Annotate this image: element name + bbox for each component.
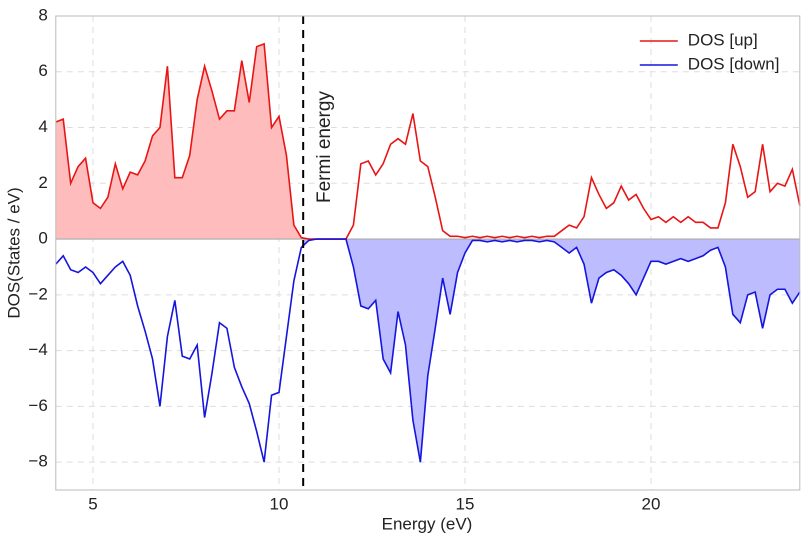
x-tick-label: 5 [88,494,97,513]
y-axis-label: DOS(States / eV) [4,187,23,318]
y-tick-label: 4 [38,117,47,136]
legend-label: DOS [up] [688,30,758,49]
x-tick-label: 10 [270,494,289,513]
plot-frame [55,15,801,491]
area-fill [303,239,800,463]
annotation: Fermi energy [314,91,335,203]
y-tick-label: 8 [38,5,47,24]
data-line [55,42,801,240]
y-tick-label: 0 [38,229,47,248]
x-axis-label: Energy (eV) [382,514,473,533]
x-tick-label: 15 [456,494,475,513]
y-tick-label: 2 [38,173,47,192]
y-tick-label: −6 [28,396,47,415]
y-tick-label: 6 [38,61,47,80]
legend-label: DOS [down] [688,54,780,73]
y-tick-label: −2 [28,284,47,303]
y-tick-label: −8 [28,452,47,471]
y-tick-label: −4 [28,340,47,359]
data-line [55,238,801,463]
x-tick-label: 20 [642,494,661,513]
